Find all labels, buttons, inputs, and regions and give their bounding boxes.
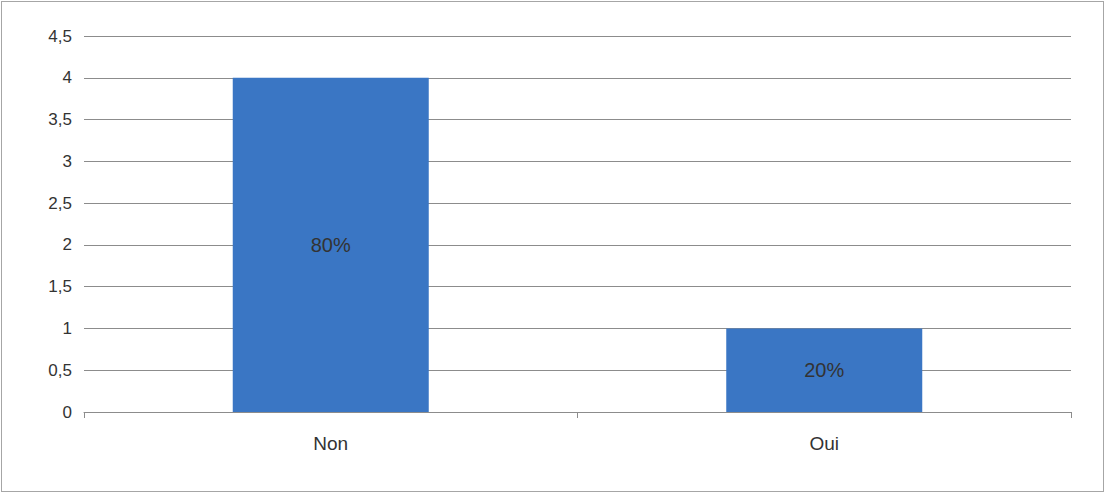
svg-text:Oui: Oui — [809, 433, 839, 454]
svg-text:1,5: 1,5 — [48, 277, 72, 296]
svg-text:0: 0 — [63, 403, 72, 422]
svg-text:80%: 80% — [311, 234, 351, 256]
svg-text:20%: 20% — [804, 359, 844, 381]
svg-text:0,5: 0,5 — [48, 361, 72, 380]
svg-text:2,5: 2,5 — [48, 194, 72, 213]
svg-text:3: 3 — [63, 152, 72, 171]
svg-text:Non: Non — [313, 433, 348, 454]
svg-text:1: 1 — [63, 319, 72, 338]
svg-text:4: 4 — [63, 68, 72, 87]
svg-text:4,5: 4,5 — [48, 27, 72, 46]
svg-text:2: 2 — [63, 235, 72, 254]
svg-text:3,5: 3,5 — [48, 110, 72, 129]
